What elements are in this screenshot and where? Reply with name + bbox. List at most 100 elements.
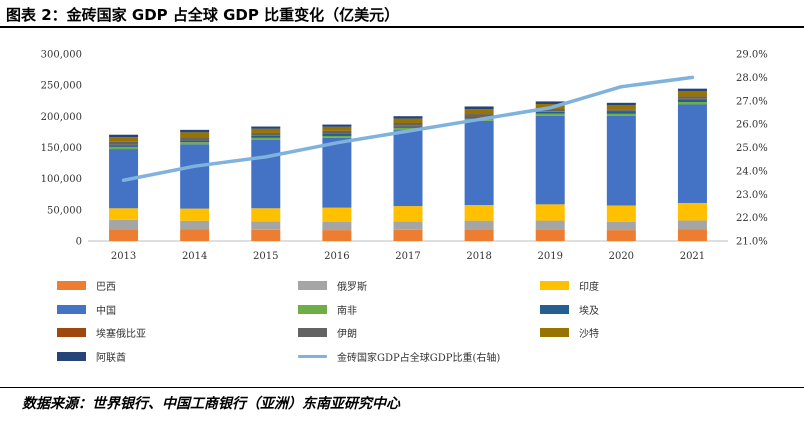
legend-item: 南非: [298, 302, 357, 317]
bar-segment: [677, 104, 707, 203]
x-tick-label: 2014: [182, 251, 207, 262]
bar-segment: [180, 132, 210, 138]
bar-segment: [606, 102, 636, 105]
bar-segment: [535, 220, 565, 230]
bar-segment: [606, 205, 636, 222]
bar-segment: [180, 144, 210, 209]
y-left-tick-label: 300,000: [41, 50, 82, 61]
bar-segment: [393, 127, 423, 131]
legend-label: 巴西: [96, 281, 116, 293]
x-tick-label: 2013: [111, 251, 136, 262]
bar-segment: [251, 126, 281, 129]
bar-segment: [677, 99, 707, 102]
bar-segment: [677, 220, 707, 230]
bar-segment: [393, 123, 423, 126]
bar-segment: [606, 115, 636, 206]
y-left-tick-label: 150,000: [41, 143, 82, 154]
bar-segment: [322, 135, 352, 138]
bar-segment: [606, 111, 636, 114]
bar-segment: [464, 220, 494, 230]
bar-segment: [251, 135, 281, 138]
bar-segment: [535, 111, 565, 114]
bar-segment: [180, 129, 210, 133]
bar-segment: [606, 113, 636, 116]
y-right-tick-label: 21.0%: [736, 237, 768, 248]
legend-swatch: [57, 351, 86, 361]
legend-swatch: [57, 327, 86, 337]
legend-label: 俄罗斯: [337, 281, 367, 293]
bar-segment: [393, 229, 423, 241]
bar-segment: [109, 145, 139, 147]
legend-item: 印度: [540, 278, 599, 293]
bar-segment: [677, 98, 707, 100]
bar-segment: [393, 118, 423, 124]
x-tick-label: 2016: [324, 251, 349, 262]
bar-segment: [464, 106, 494, 110]
bar-segment: [251, 208, 281, 222]
bar-segment: [393, 116, 423, 119]
x-tick-label: 2018: [466, 251, 491, 262]
legend-label: 阿联酋: [96, 352, 126, 364]
bar-segment: [322, 221, 352, 231]
bar-segment: [109, 208, 139, 220]
legend-item: 沙特: [540, 325, 599, 340]
y-right-tick-label: 28.0%: [736, 73, 768, 84]
legend-item: 巴西: [57, 278, 116, 293]
x-tick-label: 2015: [253, 251, 278, 262]
legend-swatch: [57, 304, 86, 314]
bar-segment: [251, 221, 281, 230]
bar-segment: [535, 101, 565, 105]
y-right-tick-label: 26.0%: [736, 120, 768, 131]
data-source-note: 数据来源：世界银行、中国工商银行（亚洲）东南亚研究中心: [22, 396, 400, 412]
legend-item: 俄罗斯: [298, 278, 367, 293]
bar-segment: [535, 109, 565, 112]
legend-label: 金砖国家GDP占全球GDP比重(右轴): [337, 352, 501, 364]
bar-segment: [535, 204, 565, 221]
legend-swatch: [298, 280, 327, 290]
bar-segment: [322, 133, 352, 136]
bar-segment: [251, 132, 281, 136]
y-right-tick-label: 27.0%: [736, 96, 768, 107]
chart-title: 图表 2：金砖国家 GDP 占全球 GDP 比重变化（亿美元）: [6, 6, 400, 24]
bar-segment: [393, 126, 423, 128]
bar-segment: [109, 141, 139, 145]
bar-segment: [535, 113, 565, 116]
bar-segment: [677, 101, 707, 105]
y-left-tick-label: 0: [76, 237, 82, 248]
y-right-tick-label: 24.0%: [736, 166, 768, 177]
x-tick-label: 2019: [537, 251, 562, 262]
legend-swatch: [540, 327, 569, 337]
bar-segment: [322, 230, 352, 241]
x-tick-label: 2021: [680, 251, 705, 262]
y-right-tick-label: 29.0%: [736, 50, 768, 61]
bar-segment: [535, 115, 565, 205]
legend-swatch: [298, 327, 327, 337]
legend-label: 沙特: [579, 328, 599, 340]
bar-segment: [109, 137, 139, 142]
legend-label: 南非: [337, 305, 357, 317]
legend-item: 中国: [57, 302, 116, 317]
legend-swatch: [540, 304, 569, 314]
bar-segment: [109, 146, 139, 150]
bar-segment: [180, 137, 210, 140]
bar-segment: [251, 137, 281, 140]
bar-segment: [677, 91, 707, 97]
bar-segment: [606, 104, 636, 110]
bar-segment: [322, 130, 352, 134]
bar-segment: [251, 128, 281, 133]
bar-segment: [180, 208, 210, 221]
chart-area: 0 50,000 100,000 150,000 200,000 250,000 300,0…: [41, 50, 768, 263]
source-divider: [0, 387, 804, 388]
y-left-tick-label: 100,000: [41, 174, 82, 185]
y-left-tick-label: 50,000: [47, 205, 82, 216]
bar-segment: [180, 140, 210, 143]
bar-segment: [180, 229, 210, 241]
x-tick-label: 2020: [609, 251, 634, 262]
legend-label: 埃塞俄比亚: [96, 328, 146, 340]
legend-swatch: [57, 280, 86, 290]
y-right-tick-label: 23.0%: [736, 190, 768, 201]
bar-segment: [180, 142, 210, 145]
bar-segment: [322, 126, 352, 131]
bar-segment: [606, 109, 636, 111]
bar-segment: [464, 109, 494, 115]
